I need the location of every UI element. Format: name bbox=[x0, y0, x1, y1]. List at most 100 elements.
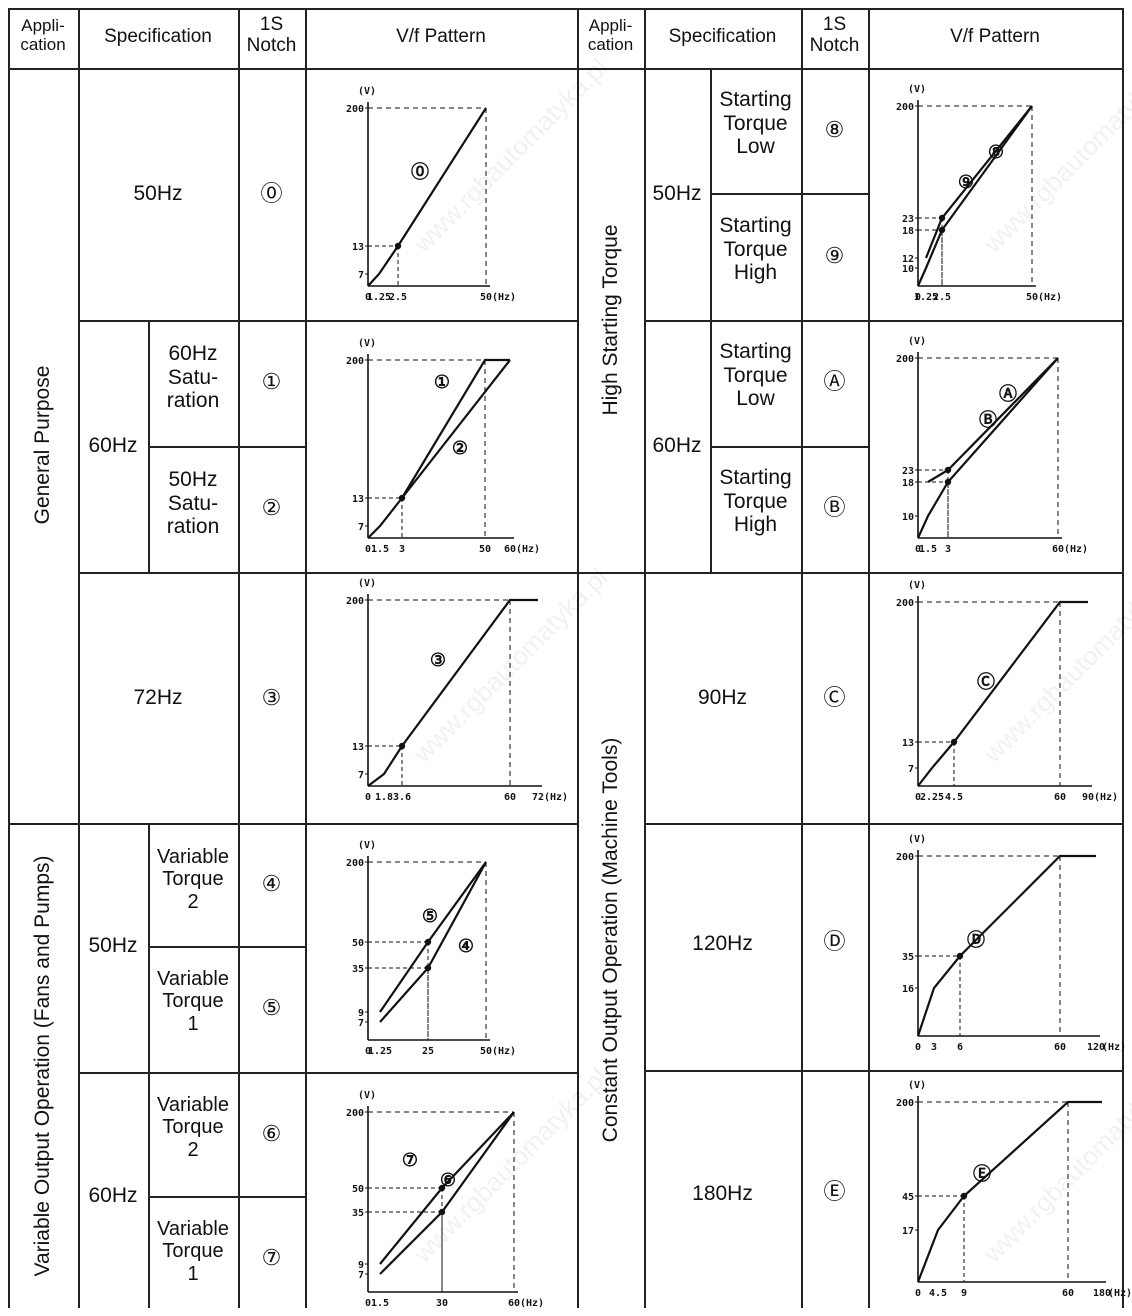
notch-6: ⑥ bbox=[261, 1121, 282, 1146]
series-line bbox=[916, 105, 1033, 287]
x-unit-label: (Hz) bbox=[1064, 544, 1088, 555]
header-specification-right: Specification bbox=[668, 26, 777, 47]
y-tick-label: 16 bbox=[902, 984, 914, 995]
col-line bbox=[801, 8, 803, 1308]
y-tick-label: 35 bbox=[352, 964, 364, 975]
x-tick-label: 50 bbox=[479, 544, 491, 555]
y-tick-label: 45 bbox=[902, 1192, 914, 1203]
x-tick-label: 2.5 bbox=[389, 292, 407, 303]
series-line bbox=[379, 861, 487, 1023]
notch-5: ⑤ bbox=[261, 995, 282, 1020]
y-tick-label: 13 bbox=[352, 242, 364, 253]
col-line bbox=[644, 8, 646, 1308]
notch-2: ② bbox=[261, 495, 282, 520]
series-line bbox=[379, 1111, 515, 1275]
row-line bbox=[644, 1070, 1122, 1072]
spec-60hz-saturation: 60Hz Satu- ration bbox=[166, 342, 220, 413]
sub-col-line bbox=[710, 68, 712, 572]
x-tick-label: 120 bbox=[1087, 1042, 1105, 1053]
spec-50hz-high: 50Hz bbox=[652, 182, 702, 205]
spec-starting-torque-high: Starting Torque High bbox=[719, 214, 792, 285]
y-tick-label: 50 bbox=[352, 1184, 364, 1195]
y-unit-label: (V) bbox=[908, 834, 926, 845]
header-application-right: Appli- cation bbox=[587, 16, 634, 55]
sub-row-line bbox=[148, 946, 305, 948]
series-label: Ⓓ bbox=[967, 929, 985, 951]
x-unit-label: (Hz) bbox=[544, 792, 568, 803]
spec-50hz-saturation: 50Hz Satu- ration bbox=[166, 468, 220, 539]
spec-180hz: 180Hz bbox=[692, 1182, 753, 1205]
series-line bbox=[379, 861, 487, 1013]
series-label: ① bbox=[434, 372, 450, 393]
y-tick-label: 200 bbox=[896, 852, 914, 863]
table-left-border bbox=[8, 8, 10, 1308]
header-notch-left: 1S Notch bbox=[246, 14, 297, 57]
x-unit-label: (Hz) bbox=[1038, 292, 1062, 303]
series-line bbox=[917, 600, 1088, 787]
y-tick-label: 200 bbox=[346, 596, 364, 607]
x-tick-label: 60 bbox=[1062, 1288, 1074, 1299]
series-line bbox=[379, 1111, 515, 1265]
x-tick-label: 3 bbox=[945, 544, 951, 555]
x-unit-label: (Hz) bbox=[520, 1298, 544, 1309]
spec-variable-torque-2: Variable Torque 2 bbox=[157, 1094, 229, 1161]
y-tick-label: 200 bbox=[346, 858, 364, 869]
table-top-border bbox=[8, 8, 1124, 10]
x-unit-label: (Hz) bbox=[1102, 1042, 1126, 1053]
x-tick-label: 0 bbox=[365, 1046, 371, 1057]
series-line bbox=[367, 598, 538, 787]
notch-9: ⑨ bbox=[824, 243, 845, 268]
y-unit-label: (V) bbox=[908, 336, 926, 347]
row-line bbox=[78, 320, 577, 322]
spec-starting-torque-high: Starting Torque High bbox=[719, 466, 792, 537]
y-tick-label: 200 bbox=[346, 1108, 364, 1119]
y-unit-label: (V) bbox=[358, 338, 376, 349]
spec-variable-torque-1: Variable Torque 1 bbox=[157, 1218, 229, 1285]
app-constant-output: Constant Output Operation (Machine Tools… bbox=[599, 737, 622, 1143]
vf-chart-0: (V) (Hz) 200 13 701.252.5 50 ⓪ bbox=[346, 86, 516, 303]
spec-72hz: 72Hz bbox=[133, 686, 183, 709]
app-variable-output: Variable Output Operation (Fans and Pump… bbox=[31, 855, 54, 1277]
x-tick-label: 60 bbox=[504, 792, 516, 803]
x-tick-label: 30 bbox=[436, 1298, 448, 1309]
y-unit-label: (V) bbox=[908, 84, 926, 95]
spec-variable-torque-2: Variable Torque 2 bbox=[157, 846, 229, 913]
y-tick-label: 200 bbox=[346, 104, 364, 115]
x-tick-label: 3 bbox=[399, 544, 405, 555]
y-tick-label: 23 bbox=[902, 466, 914, 477]
x-tick-label: 50 bbox=[480, 1046, 492, 1057]
y-tick-label: 13 bbox=[902, 738, 914, 749]
series-label: ⑦ bbox=[402, 1150, 418, 1171]
y-tick-label: 18 bbox=[902, 478, 914, 489]
x-tick-label: 50 bbox=[480, 292, 492, 303]
vf-chart-3: (V) (Hz) 200 13 70 1.8 3.6 60 72 ③ bbox=[346, 578, 568, 803]
header-notch-right: 1S Notch bbox=[809, 14, 860, 57]
y-tick-label: 200 bbox=[896, 598, 914, 609]
row-line bbox=[78, 1072, 577, 1074]
x-tick-label: 9 bbox=[961, 1288, 967, 1299]
y-tick-label: 9 bbox=[358, 1008, 364, 1019]
col-line bbox=[305, 8, 307, 1308]
y-tick-label: 7 bbox=[358, 522, 364, 533]
x-tick-label: 60 bbox=[1054, 792, 1066, 803]
series-label: ⑤ bbox=[422, 906, 438, 927]
notch-c: Ⓒ bbox=[823, 685, 846, 710]
x-tick-label: 0 bbox=[915, 1288, 921, 1299]
x-unit-label: (Hz) bbox=[1094, 792, 1118, 803]
series-label: Ⓔ bbox=[973, 1163, 991, 1185]
sub-row-line bbox=[148, 446, 305, 448]
x-tick-label: 0 bbox=[365, 292, 371, 303]
series-line bbox=[367, 107, 487, 287]
x-tick-label: 60 bbox=[508, 1298, 520, 1309]
col-line bbox=[868, 8, 870, 1308]
x-tick-label: 50 bbox=[1026, 292, 1038, 303]
x-tick-label: 4.5 bbox=[929, 1288, 947, 1299]
x-tick-label: 2.25 bbox=[920, 792, 944, 803]
series-label: Ⓒ bbox=[977, 671, 995, 693]
x-tick-label: 180 bbox=[1093, 1288, 1111, 1299]
center-divider bbox=[577, 8, 579, 1308]
row-line bbox=[78, 572, 577, 574]
series-line bbox=[401, 358, 510, 499]
x-tick-label: 0 bbox=[365, 544, 371, 555]
